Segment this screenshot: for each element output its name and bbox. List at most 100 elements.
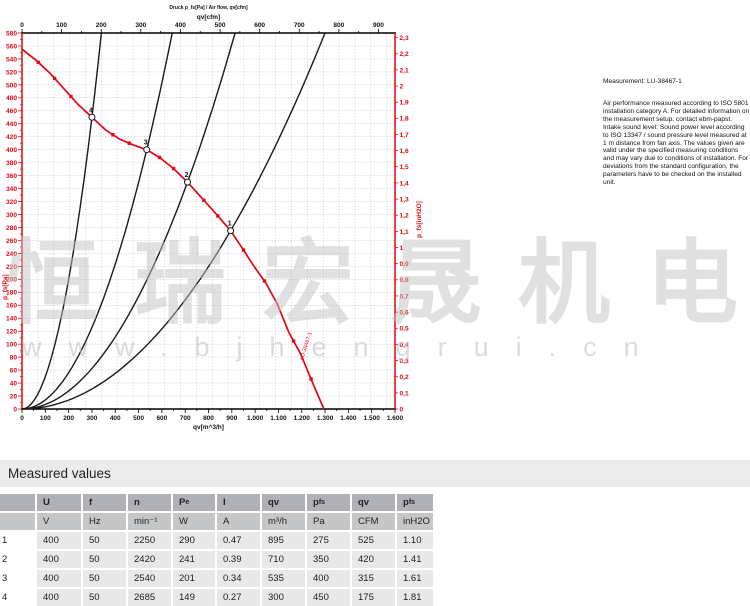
svg-text:260: 260 xyxy=(6,238,17,245)
svg-text:1: 1 xyxy=(400,245,404,252)
table-cell: 2540 xyxy=(128,570,171,587)
table-cell: 315 xyxy=(352,570,395,587)
table-cell: 420 xyxy=(352,551,395,568)
row-number: 1 xyxy=(0,532,35,549)
table-cell: 1.81 xyxy=(397,589,433,606)
svg-text:560: 560 xyxy=(6,43,17,50)
svg-text:0: 0 xyxy=(20,415,24,422)
table-cell: 50 xyxy=(83,570,126,587)
column-unit: Pa xyxy=(307,513,350,530)
column-header: p fs xyxy=(307,494,350,511)
svg-text:120: 120 xyxy=(6,329,17,336)
svg-text:700: 700 xyxy=(180,415,191,422)
svg-text:1,6: 1,6 xyxy=(400,148,409,155)
svg-text:0,1: 0,1 xyxy=(400,390,409,397)
svg-text:1: 1 xyxy=(228,221,232,228)
svg-text:2,3: 2,3 xyxy=(400,35,409,42)
table-cell: 50 xyxy=(83,551,126,568)
svg-text:0,8: 0,8 xyxy=(400,277,409,284)
column-unit: inH2O xyxy=(397,513,433,530)
table-cell: 0.34 xyxy=(217,570,260,587)
svg-text:900: 900 xyxy=(373,22,384,29)
column-header: qv xyxy=(262,494,305,511)
table-cell: 1.41 xyxy=(397,551,433,568)
svg-text:2: 2 xyxy=(185,172,189,179)
table-cell: 895 xyxy=(262,532,305,549)
svg-text:1.100: 1.100 xyxy=(270,415,287,422)
svg-text:LU-38467-1: LU-38467-1 xyxy=(299,332,314,361)
chart-svg: 0 100 200 300 400 500 600 700 800 900 1.000 1.100 1.… xyxy=(2,5,423,431)
table-cell: 350 xyxy=(307,551,350,568)
svg-text:20: 20 xyxy=(10,393,18,400)
svg-text:1,7: 1,7 xyxy=(400,132,409,139)
column-unit xyxy=(0,513,35,530)
svg-text:800: 800 xyxy=(333,22,344,29)
svg-text:400: 400 xyxy=(110,415,121,422)
svg-text:1,1: 1,1 xyxy=(400,229,409,236)
svg-text:0,9: 0,9 xyxy=(400,261,409,268)
svg-text:0,3: 0,3 xyxy=(400,358,409,365)
svg-text:380: 380 xyxy=(6,160,17,167)
svg-text:qv[cfm]: qv[cfm] xyxy=(197,14,220,21)
svg-text:700: 700 xyxy=(294,22,305,29)
section-header: Measured values xyxy=(0,460,750,487)
table-cell: 2420 xyxy=(128,551,171,568)
column-unit: min⁻¹ xyxy=(128,513,171,530)
svg-text:320: 320 xyxy=(6,199,17,206)
table-cell: 400 xyxy=(37,532,81,549)
svg-text:60: 60 xyxy=(10,368,18,375)
table-cell: 400 xyxy=(37,551,81,568)
svg-text:180: 180 xyxy=(6,290,17,297)
table-cell: 290 xyxy=(173,532,215,549)
column-unit: CFM xyxy=(352,513,395,530)
svg-text:220: 220 xyxy=(6,264,17,271)
svg-text:Druck p_fs[Pa] / Air flow, qv[: Druck p_fs[Pa] / Air flow, qv[cfm] xyxy=(169,5,248,11)
table-cell: 0.27 xyxy=(217,589,260,606)
svg-text:0: 0 xyxy=(20,22,24,29)
table-cell: 1.61 xyxy=(397,570,433,587)
table-cell: 1.10 xyxy=(397,532,433,549)
svg-text:100: 100 xyxy=(56,22,67,29)
table-cell: 201 xyxy=(173,570,215,587)
svg-text:200: 200 xyxy=(63,415,74,422)
row-number: 4 xyxy=(0,589,35,606)
svg-text:360: 360 xyxy=(6,173,17,180)
table-cell: 175 xyxy=(352,589,395,606)
svg-text:2,1: 2,1 xyxy=(400,67,409,74)
table-cell: 149 xyxy=(173,589,215,606)
column-header: p fs xyxy=(397,494,433,511)
column-unit: V xyxy=(37,513,81,530)
svg-text:140: 140 xyxy=(6,316,17,323)
table-cell: 275 xyxy=(307,532,350,549)
table-cell: 0.39 xyxy=(217,551,260,568)
svg-text:800: 800 xyxy=(203,415,214,422)
svg-text:500: 500 xyxy=(6,82,17,89)
svg-text:1.300: 1.300 xyxy=(317,415,334,422)
svg-text:1,5: 1,5 xyxy=(400,164,409,171)
column-unit: W xyxy=(173,513,215,530)
column-header: f xyxy=(83,494,126,511)
table-cell: 2685 xyxy=(128,589,171,606)
column-header: qv xyxy=(352,494,395,511)
svg-text:900: 900 xyxy=(226,415,237,422)
svg-text:1,4: 1,4 xyxy=(400,180,409,187)
svg-text:0,6: 0,6 xyxy=(400,310,409,317)
svg-text:160: 160 xyxy=(6,303,17,310)
column-header: U xyxy=(37,494,81,511)
svg-text:1.600: 1.600 xyxy=(387,415,404,422)
table-cell: 300 xyxy=(262,589,305,606)
svg-text:300: 300 xyxy=(6,212,17,219)
svg-text:300: 300 xyxy=(135,22,146,29)
table-cell: 710 xyxy=(262,551,305,568)
svg-text:400: 400 xyxy=(6,147,17,154)
table-cell: 525 xyxy=(352,532,395,549)
svg-text:1.500: 1.500 xyxy=(364,415,381,422)
svg-text:280: 280 xyxy=(6,225,17,232)
svg-text:1.200: 1.200 xyxy=(294,415,311,422)
svg-text:2: 2 xyxy=(400,83,404,90)
column-header xyxy=(0,494,35,511)
table-cell: 400 xyxy=(37,570,81,587)
